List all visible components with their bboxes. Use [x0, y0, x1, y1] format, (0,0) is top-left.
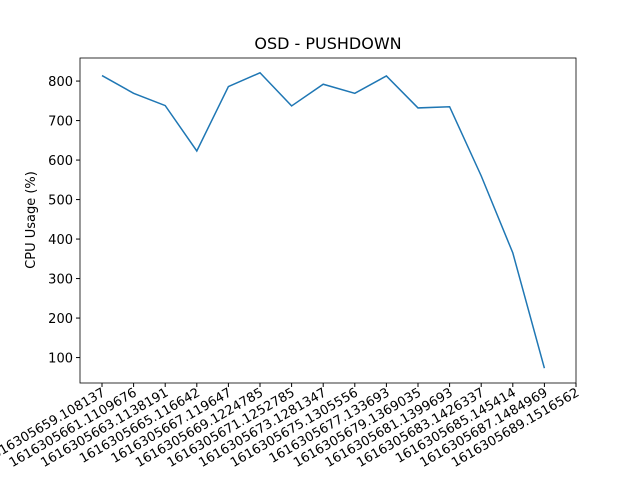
y-axis-label: CPU Usage (%) [24, 171, 39, 269]
y-tick-label: 600 [48, 154, 73, 169]
y-tick-label: 300 [48, 273, 73, 288]
y-tick-label: 500 [48, 194, 73, 209]
chart-title: OSD - PUSHDOWN [254, 34, 401, 53]
y-tick-label: 700 [48, 115, 73, 130]
y-tick-label: 200 [48, 312, 73, 327]
y-tick-label: 100 [48, 352, 73, 367]
line [101, 71, 546, 369]
y-tick-label: 400 [48, 233, 73, 248]
plot-frame [79, 57, 577, 384]
y-tick-label: 800 [48, 75, 73, 90]
